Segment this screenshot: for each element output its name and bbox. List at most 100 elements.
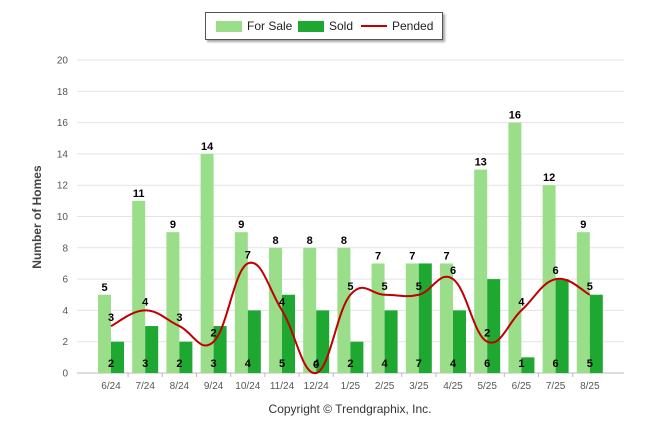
bar-for-sale xyxy=(98,294,111,373)
y-tick-label: 4 xyxy=(62,306,68,317)
bar-sold xyxy=(384,310,398,373)
data-label-sold: 2 xyxy=(108,358,114,370)
x-tick-label: 8/25 xyxy=(580,381,600,392)
data-label-sold: 3 xyxy=(142,358,148,370)
bar-sold xyxy=(179,341,193,373)
data-label-sold: 5 xyxy=(587,358,593,370)
y-tick-label: 16 xyxy=(57,118,69,129)
y-tick-label: 8 xyxy=(62,243,68,254)
data-label-for-sale: 5 xyxy=(101,282,107,294)
data-label-for-sale: 8 xyxy=(341,235,347,247)
data-label-sold: 2 xyxy=(176,358,182,370)
data-label-pended: 0 xyxy=(313,359,319,371)
bar-for-sale xyxy=(200,153,214,373)
data-label-pended: 4 xyxy=(279,296,286,308)
y-axis-label: Number of Homes xyxy=(30,165,44,269)
data-labels: 5 2 11 3 9 2 14 3 9 4 8 5 8 4 8 2 7 4 7 7 7 4 13 6 16 1 12 6 9 5 3 4 3 2 7… xyxy=(101,110,592,371)
x-tick-label: 10/24 xyxy=(235,381,260,392)
legend-label-for-sale: For Sale xyxy=(247,19,293,33)
bar-for-sale xyxy=(508,122,522,373)
bar-sold xyxy=(145,326,159,373)
pended-line-path xyxy=(110,261,591,375)
data-label-for-sale: 7 xyxy=(443,250,449,262)
bar-sold xyxy=(111,341,124,373)
data-label-sold: 4 xyxy=(245,358,252,370)
bar-sold xyxy=(555,279,569,373)
bar-sold xyxy=(247,310,261,373)
bar-for-sale xyxy=(576,232,590,373)
data-label-pended: 7 xyxy=(245,249,251,261)
bar-for-sale xyxy=(474,169,488,373)
data-label-for-sale: 14 xyxy=(201,141,214,153)
data-label-sold: 4 xyxy=(450,358,457,370)
legend-swatch-sold xyxy=(298,21,324,32)
data-label-pended: 2 xyxy=(211,328,217,340)
bars xyxy=(98,122,603,373)
data-label-for-sale: 7 xyxy=(375,250,381,262)
bar-for-sale xyxy=(269,247,282,373)
bar-for-sale xyxy=(542,185,556,373)
x-tick-label: 7/24 xyxy=(135,381,155,392)
data-label-sold: 5 xyxy=(279,358,285,370)
x-tick-label: 9/24 xyxy=(204,381,224,392)
data-label-pended: 5 xyxy=(416,281,422,293)
data-label-pended: 3 xyxy=(108,312,114,324)
x-tick-label: 11/24 xyxy=(270,381,295,392)
y-tick-label: 12 xyxy=(57,181,69,192)
data-label-sold: 2 xyxy=(347,358,353,370)
x-tick-label: 6/25 xyxy=(512,381,532,392)
bar-sold xyxy=(589,294,603,373)
bar-sold xyxy=(453,310,466,373)
data-label-sold: 4 xyxy=(313,358,320,370)
data-label-pended: 5 xyxy=(347,281,353,293)
data-label-pended: 4 xyxy=(518,296,525,308)
bar-sold xyxy=(521,357,535,373)
bar-for-sale xyxy=(303,247,317,373)
bar-for-sale xyxy=(166,232,180,373)
data-label-for-sale: 16 xyxy=(509,110,521,122)
bar-for-sale xyxy=(337,247,351,373)
data-label-for-sale: 9 xyxy=(580,219,586,231)
x-tick-label: 6/24 xyxy=(101,381,121,392)
data-label-pended: 6 xyxy=(553,265,559,277)
legend: For Sale Sold Pended xyxy=(205,12,443,40)
bar-for-sale xyxy=(405,263,419,373)
data-label-sold: 1 xyxy=(518,358,524,370)
data-label-pended: 3 xyxy=(176,312,182,324)
bar-for-sale xyxy=(371,263,385,373)
data-label-for-sale: 8 xyxy=(307,235,313,247)
x-tick-label: 2/25 xyxy=(375,381,395,392)
data-label-for-sale: 7 xyxy=(409,250,415,262)
data-label-pended: 6 xyxy=(450,265,456,277)
x-tick-label: 7/25 xyxy=(546,381,566,392)
x-tick-label: 8/24 xyxy=(170,381,190,392)
data-label-for-sale: 11 xyxy=(133,188,145,200)
y-tick-label: 20 xyxy=(57,56,69,67)
y-tick-label: 14 xyxy=(57,149,69,160)
pended-line xyxy=(110,261,591,375)
legend-label-pended: Pended xyxy=(392,19,434,33)
bar-for-sale xyxy=(132,200,146,373)
bar-sold xyxy=(487,279,501,373)
y-tick-label: 18 xyxy=(57,87,69,98)
data-label-for-sale: 8 xyxy=(272,235,278,247)
legend-line-pended xyxy=(361,25,387,27)
x-tick-label: 5/25 xyxy=(477,381,497,392)
x-tick-label: 4/25 xyxy=(443,381,463,392)
grid-lines xyxy=(77,59,624,343)
data-label-pended: 5 xyxy=(382,281,388,293)
data-label-sold: 4 xyxy=(382,358,389,370)
y-tick-label: 10 xyxy=(57,212,69,223)
legend-swatch-for-sale xyxy=(216,21,242,32)
y-tick-label: 2 xyxy=(62,337,68,348)
x-tick-label: 12/24 xyxy=(304,381,329,392)
data-label-for-sale: 13 xyxy=(475,157,487,169)
data-label-pended: 4 xyxy=(142,296,149,308)
data-label-pended: 5 xyxy=(587,281,593,293)
bar-for-sale xyxy=(440,263,453,373)
bar-sold xyxy=(350,341,364,373)
legend-label-sold: Sold xyxy=(329,19,354,33)
data-label-for-sale: 9 xyxy=(238,219,244,231)
data-label-pended: 2 xyxy=(484,328,490,340)
